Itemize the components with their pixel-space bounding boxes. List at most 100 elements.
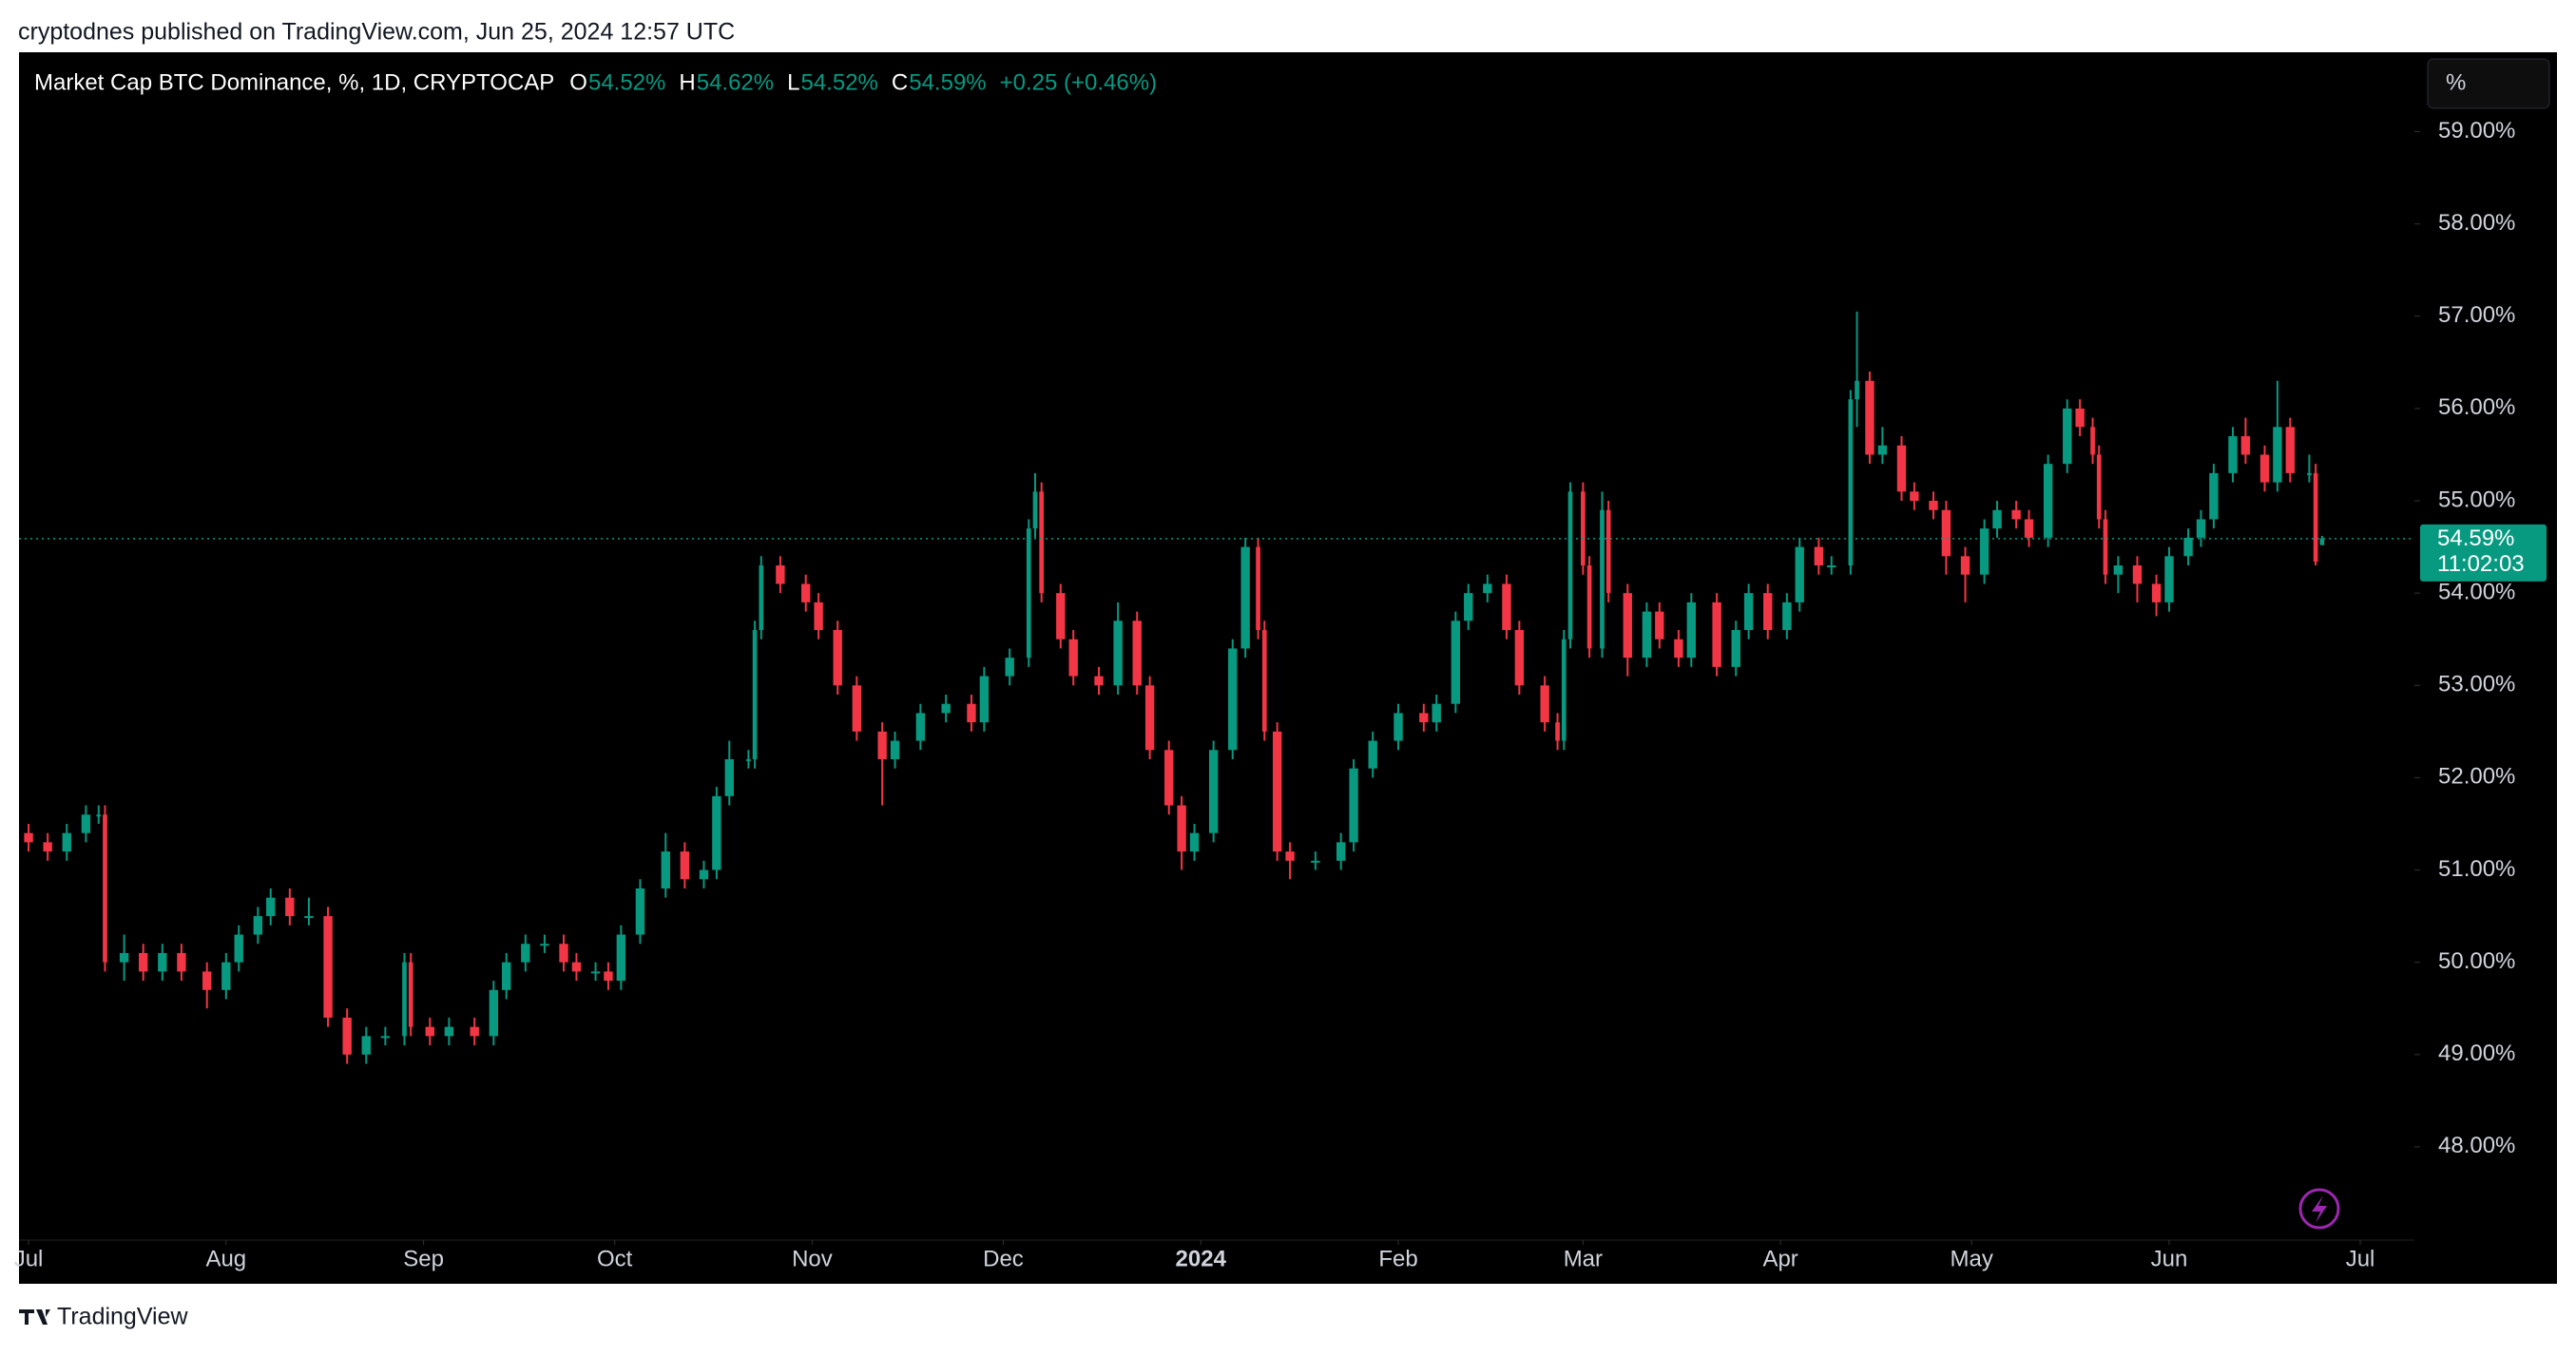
candle-body: [1026, 528, 1031, 659]
candle-body: [2259, 454, 2270, 483]
x-tick-label: Mar: [1564, 1246, 1603, 1271]
candle-body: [699, 869, 709, 880]
x-tick-label: Apr: [1762, 1246, 1797, 1271]
candle-body: [1910, 491, 1919, 502]
legend-value: 54.52%: [588, 69, 665, 95]
candle-body: [2075, 408, 2085, 428]
candle-body: [1743, 593, 1754, 631]
candle-body: [202, 971, 212, 990]
candle-body: [1349, 768, 1358, 843]
x-tick-label: May: [1951, 1246, 1993, 1271]
candle-body: [1555, 722, 1560, 741]
candle-body: [1451, 621, 1461, 704]
legend-value: 54.52%: [800, 69, 877, 95]
candle-body: [724, 758, 734, 796]
candle-body: [1208, 750, 1219, 833]
candle-body: [833, 630, 842, 686]
candle-body: [1795, 546, 1804, 602]
candle-body: [2151, 583, 2162, 602]
candle-body: [1164, 750, 1174, 806]
candle-body: [1586, 565, 1592, 649]
candle-body: [2024, 519, 2034, 538]
candle-body: [559, 944, 568, 963]
candle-body: [2183, 537, 2193, 557]
candle-body: [1623, 593, 1632, 659]
x-tick-label: Sep: [403, 1246, 444, 1271]
symbol-title: Market Cap BTC Dominance, %, 1D, CRYPTOC…: [34, 69, 554, 95]
candle-body: [680, 851, 690, 880]
candle-body: [24, 832, 33, 843]
candle-body: [1712, 602, 1721, 667]
y-tick-label: 50.00%: [2438, 948, 2515, 974]
legend-key: C: [892, 69, 908, 95]
candle-body: [2096, 454, 2102, 520]
candle-body: [103, 814, 107, 963]
candle-body: [1464, 593, 1473, 621]
candle-body: [2043, 464, 2053, 538]
candle-body: [2209, 472, 2219, 520]
candle-body: [1483, 583, 1492, 594]
candle-body: [158, 952, 167, 972]
candle-body: [2228, 436, 2238, 473]
y-tick-label: 52.00%: [2438, 764, 2515, 790]
y-tick-label: 54.00%: [2438, 579, 2515, 604]
candle-body: [304, 916, 314, 919]
candle-body: [2113, 565, 2124, 575]
candle-body: [1514, 630, 1525, 686]
candle-body: [1285, 851, 1295, 861]
lightning-icon[interactable]: [2298, 1188, 2340, 1230]
candle-body: [444, 1026, 454, 1037]
candle-body: [1311, 860, 1320, 863]
candle-body: [1581, 491, 1586, 566]
legend-change: +0.25 (+0.46%): [1000, 69, 1157, 95]
candle-body: [43, 842, 52, 852]
candle-body: [2313, 472, 2318, 563]
candle-body: [1605, 509, 1611, 594]
candle-body: [941, 703, 951, 714]
x-tick-label: Jul: [2346, 1246, 2375, 1271]
candle-body: [1432, 703, 1441, 723]
candle-body: [635, 888, 645, 935]
candle-body: [521, 944, 530, 963]
candle-body: [1336, 842, 1346, 861]
candle-body: [1256, 546, 1260, 631]
candle-body: [408, 962, 413, 1027]
x-tick-label: Jun: [2151, 1246, 2188, 1271]
candle-body: [1642, 611, 1652, 659]
candle-body: [1240, 546, 1250, 649]
candle-body: [361, 1036, 371, 1055]
candle-body: [380, 1036, 391, 1039]
candle-body: [2307, 472, 2312, 475]
legend-value: 54.62%: [697, 69, 774, 95]
y-tick-label: 53.00%: [2438, 672, 2515, 697]
candle-body: [712, 795, 721, 870]
scale-button-label[interactable]: %: [2446, 69, 2466, 95]
y-tick-label: 57.00%: [2438, 302, 2515, 328]
candle-body: [1005, 658, 1014, 677]
y-tick-label: 59.00%: [2438, 118, 2515, 143]
x-tick-label: 2024: [1176, 1246, 1227, 1271]
candle-body: [1189, 832, 1200, 852]
candle-body: [759, 565, 764, 631]
candle-body: [746, 758, 751, 761]
candle-body: [139, 952, 148, 972]
price-tag-value: 54.59%: [2437, 525, 2514, 551]
candle-body: [119, 952, 129, 963]
candle-body: [2196, 519, 2206, 538]
candle-body: [2132, 565, 2143, 584]
x-tick-label: Oct: [597, 1246, 633, 1271]
candle-body: [877, 731, 887, 759]
candle-body: [1144, 685, 1155, 751]
candle-body: [1561, 639, 1567, 741]
candle-body: [1877, 445, 1888, 455]
candle-body: [81, 814, 91, 833]
candle-body: [661, 851, 670, 888]
candle-body: [1814, 546, 1824, 566]
y-tick-label: 51.00%: [2438, 856, 2515, 882]
legend-key: L: [787, 69, 799, 95]
candle-body: [1272, 731, 1282, 852]
candle-body: [1540, 685, 1549, 723]
candle-body: [1865, 380, 1874, 455]
candle-body: [2090, 427, 2095, 455]
scale-button[interactable]: [2427, 58, 2550, 109]
